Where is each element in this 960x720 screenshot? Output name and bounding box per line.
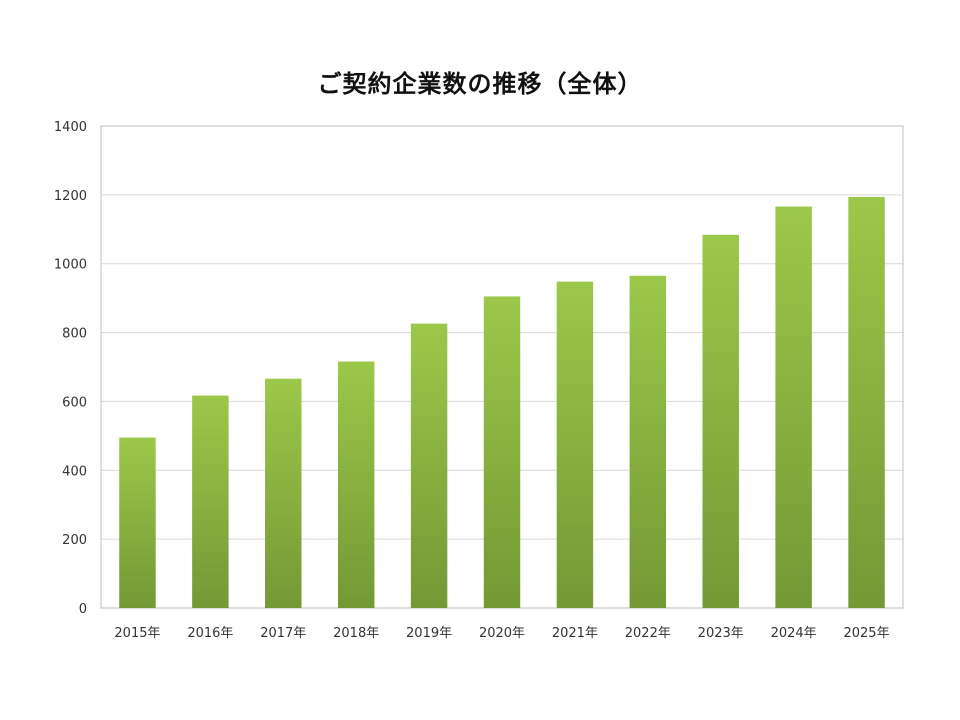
bar-2023年 [702,234,739,608]
x-tick-label: 2016年 [187,626,233,641]
y-tick-label: 800 [62,327,87,342]
x-tick-label: 2022年 [625,626,671,641]
x-tick-label: 2015年 [114,626,160,641]
x-tick-label: 2020年 [479,626,525,641]
y-axis-ticks: 0 200 400 600 800 1000 1200 1400 [54,120,87,617]
bar-2022年 [629,275,667,608]
x-tick-label: 2023年 [698,626,744,641]
bar-2015年 [119,437,156,608]
y-tick-label: 400 [62,464,87,479]
bar-2018年 [337,361,375,608]
bar-2020年 [483,296,521,608]
x-tick-label: 2018年 [333,626,379,641]
bar-2017年 [265,378,302,608]
y-tick-label: 1400 [54,120,87,135]
y-tick-label: 600 [62,395,87,410]
x-axis-ticks: 2015年 2016年 2017年 2018年 2019年 2020年 2021年 2022年… [114,626,889,641]
y-tick-label: 0 [79,602,87,617]
bar-2021年 [556,281,594,608]
y-tick-label: 200 [62,533,87,548]
x-tick-label: 2021年 [552,626,598,641]
bars [119,196,885,608]
x-tick-label: 2024年 [771,626,817,641]
bar-2024年 [775,206,812,608]
x-tick-label: 2019年 [406,626,452,641]
y-tick-label: 1200 [54,189,87,204]
x-tick-label: 2017年 [260,626,306,641]
bar-2025年 [848,196,885,608]
x-tick-label: 2025年 [843,626,889,641]
bar-2019年 [410,323,448,608]
bar-2016年 [192,395,229,608]
chart-title: ご契約企業数の推移（全体） [317,70,643,98]
y-tick-label: 1000 [54,258,87,273]
